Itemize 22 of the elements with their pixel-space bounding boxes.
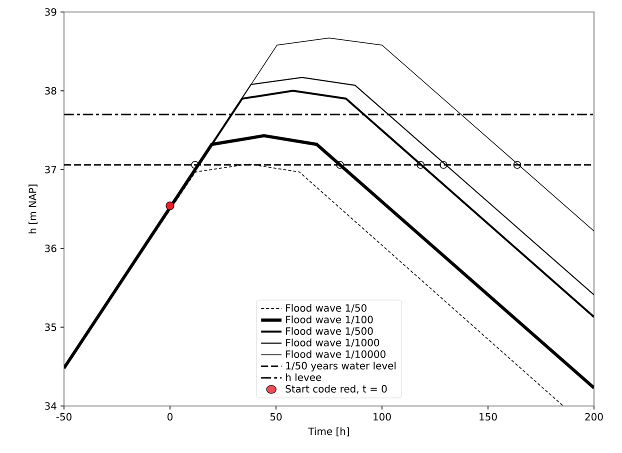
legend-label: 1/50 years water level <box>286 362 396 372</box>
legend-label: Flood wave 1/100 <box>286 316 373 324</box>
x-tick-label: 200 <box>585 413 603 421</box>
legend-label: Start code red, t = 0 <box>286 384 387 394</box>
x-tick-label: 0 <box>167 413 173 421</box>
legend-label: Flood wave 1/50 <box>286 304 366 313</box>
legend-label: Flood wave 1/1000 <box>286 338 380 348</box>
y-tick-label: 36 <box>45 244 56 252</box>
y-tick-label: 34 <box>45 402 56 410</box>
y-tick-label: 38 <box>45 87 56 95</box>
x-tick-label: 150 <box>480 413 497 421</box>
y-axis-title: h [m NAP] <box>28 184 38 234</box>
y-tick-label: 39 <box>45 8 56 16</box>
x-tick-label: 50 <box>270 413 282 421</box>
legend-label: Flood wave 1/10000 <box>286 350 386 359</box>
x-tick-label: -50 <box>56 413 72 421</box>
y-tick-label: 37 <box>45 166 56 174</box>
x-axis-title: Time [h] <box>308 427 349 436</box>
y-tick-label: 35 <box>45 323 56 331</box>
legend-label: Flood wave 1/500 <box>286 327 373 336</box>
legend-label: h levee <box>286 373 322 382</box>
x-tick-label: 100 <box>374 413 391 421</box>
